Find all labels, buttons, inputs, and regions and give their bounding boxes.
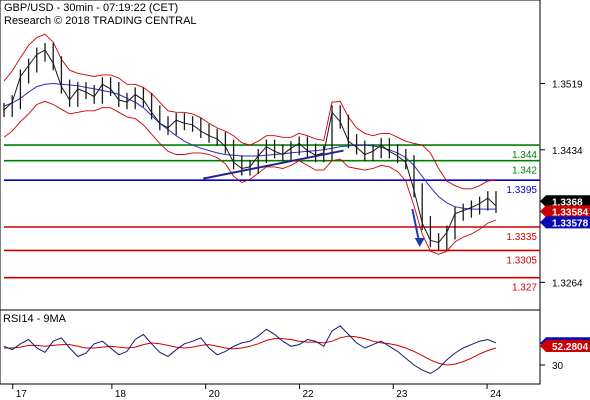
indicator-title: RSI14 - 9MA — [3, 313, 66, 325]
x-tick-label: 23 — [396, 389, 408, 400]
rsi-badge-1-label: 52.2804 — [552, 342, 589, 353]
level-label-1.327: 1.327 — [512, 283, 537, 294]
price-badge-1-bg — [540, 205, 590, 218]
x-tick-label: 22 — [302, 389, 314, 400]
y-tick-label: 1.3519 — [552, 79, 583, 90]
axis-layer: 1.3519 1.3434 1.3264 30 17 18 20 22 23 24 — [12, 79, 583, 400]
level-label-1.3305: 1.3305 — [506, 255, 537, 266]
price-badge-0-label: 1.3368 — [552, 197, 583, 208]
rsi-y-tick-label: 30 — [552, 361, 564, 372]
y-tick-label: 1.3434 — [552, 146, 583, 157]
price-line — [3, 49, 497, 244]
trendline-layer — [203, 149, 425, 247]
x-tick-label: 24 — [490, 389, 502, 400]
price-badge-0-bg — [540, 195, 590, 208]
rsi-line — [3, 325, 497, 375]
rsi-badge-1-bg — [540, 340, 590, 353]
price-badge-1-label: 1.33584 — [552, 207, 589, 218]
level-lines-layer: 1.344 1.342 1.3395 1.3335 1.3305 1.327 — [4, 144, 540, 294]
bollinger-upper — [3, 33, 497, 190]
x-tick-label: 20 — [209, 389, 221, 400]
y-tick-label: 1.3264 — [552, 278, 583, 289]
rsi-ma-line — [4, 335, 497, 366]
price-badge-2-bg — [540, 216, 590, 229]
support-trendline — [203, 149, 344, 180]
indicator-panel-frame — [0, 309, 541, 385]
x-tick-label: 17 — [16, 389, 28, 400]
x-tick-label: 18 — [115, 389, 127, 400]
forecast-arrow-head — [414, 237, 425, 247]
price-badge-2-label: 1.33578 — [552, 218, 589, 229]
chart-subtitle: Research © 2018 TRADING CENTRAL — [4, 15, 197, 27]
bollinger-layer — [3, 33, 497, 255]
level-label-1.3395: 1.3395 — [506, 185, 537, 196]
level-label-1.3335: 1.3335 — [506, 232, 537, 243]
level-label-1.342: 1.342 — [512, 166, 537, 177]
bollinger-lower — [3, 100, 497, 255]
chart-title: GBP/USD - 30min - 07:19:22 (CET) — [4, 2, 179, 14]
rsi-layer — [3, 325, 497, 375]
level-label-1.344: 1.344 — [512, 150, 537, 161]
